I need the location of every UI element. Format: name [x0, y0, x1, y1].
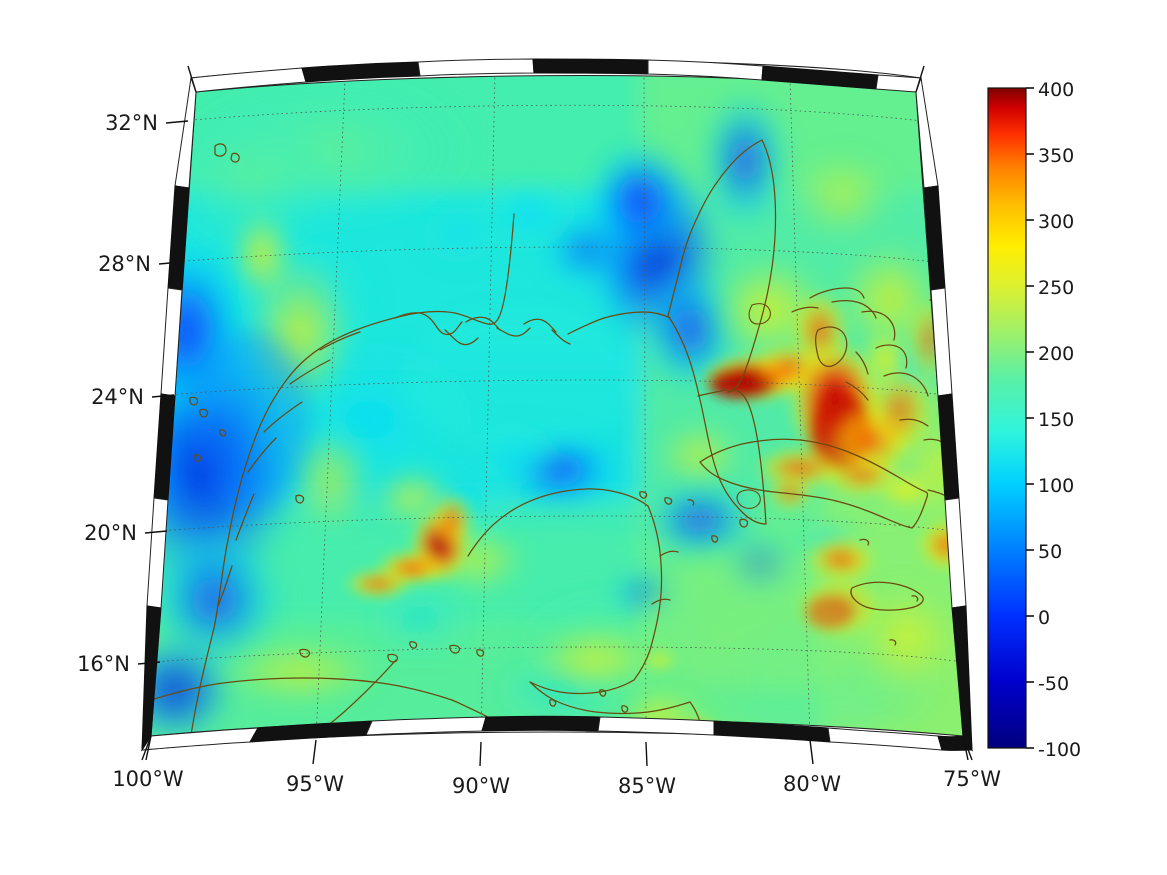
frame-left-ticks: [141, 77, 197, 752]
lon-tick-label-90w: 90°W: [452, 774, 510, 798]
lat-tick-label-32n: 32°N: [105, 111, 158, 135]
frame-top-ticks: [190, 58, 922, 93]
colorbar-label-250: 250: [1038, 277, 1074, 299]
colorbar-ticks: [1026, 87, 1034, 749]
lon-tick-label-95w: 95°W: [286, 772, 344, 796]
frame-right-ticks: [915, 77, 973, 752]
colorbar-gradient: [988, 88, 1026, 748]
latitude-axis: 32°N 28°N 24°N 20°N 16°N: [77, 111, 189, 676]
map-frame: [141, 58, 973, 761]
lon-tick-label-85w: 85°W: [618, 774, 676, 798]
colorbar[interactable]: 400 350 300 250 200 150 100 50 0 -50 -10…: [987, 79, 1081, 761]
scalar-field-raster: [151, 75, 963, 736]
lon-tick-label-75w: 75°W: [943, 767, 1001, 791]
colorbar-label-350: 350: [1038, 145, 1074, 167]
colorbar-label-0: 0: [1038, 607, 1050, 629]
colorbar-label-50: 50: [1038, 541, 1062, 563]
colorbar-label-100: 100: [1038, 475, 1074, 497]
lat-tick-label-20n: 20°N: [84, 521, 137, 545]
lon-tick-label-80w: 80°W: [783, 772, 841, 796]
colorbar-label-400: 400: [1038, 79, 1074, 101]
colorbar-label-neg50: -50: [1038, 673, 1069, 695]
frame-bottom-ticks: [141, 715, 973, 751]
colorbar-label-200: 200: [1038, 343, 1074, 365]
longitude-axis: 100°W 95°W 90°W 85°W 80°W 75°W: [112, 735, 1001, 798]
colorbar-label-150: 150: [1038, 409, 1074, 431]
lon-tick-label-100w: 100°W: [112, 767, 184, 791]
colorbar-label-300: 300: [1038, 211, 1074, 233]
colorbar-label-neg100: -100: [1038, 739, 1081, 761]
coastlines: [151, 139, 958, 736]
lat-tick-label-24n: 24°N: [91, 385, 144, 409]
lat-tick-label-16n: 16°N: [77, 652, 130, 676]
lat-tick-label-28n: 28°N: [98, 252, 151, 276]
